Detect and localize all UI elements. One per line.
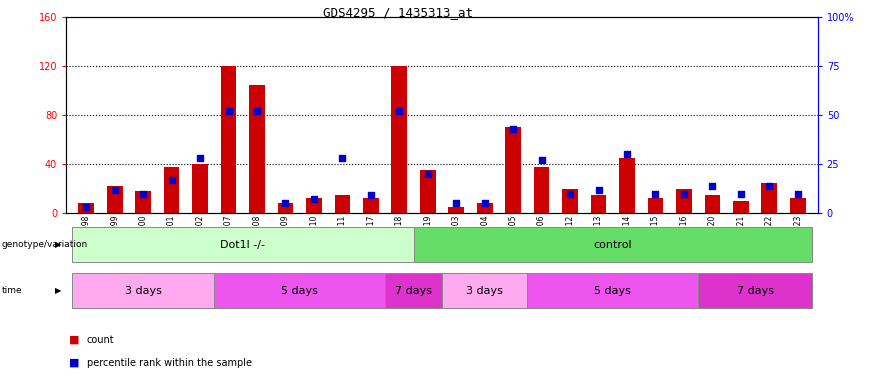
Bar — [648, 199, 663, 213]
Point — [705, 183, 720, 189]
Point — [164, 177, 179, 183]
Text: genotype/variation: genotype/variation — [2, 240, 88, 249]
Bar — [221, 66, 236, 213]
Bar — [214, 273, 385, 308]
Bar — [476, 204, 492, 213]
Bar — [705, 195, 720, 213]
Text: GDS4295 / 1435313_at: GDS4295 / 1435313_at — [323, 6, 473, 19]
Point — [449, 200, 463, 207]
Point — [307, 196, 321, 202]
Bar — [591, 195, 606, 213]
Text: ■: ■ — [69, 358, 80, 368]
Bar — [619, 158, 635, 213]
Point — [250, 108, 264, 114]
Bar — [192, 164, 208, 213]
Bar — [385, 273, 442, 308]
Text: ▶: ▶ — [56, 286, 62, 295]
Bar — [562, 189, 578, 213]
Text: 7 days: 7 days — [395, 286, 432, 296]
Bar — [790, 199, 805, 213]
Text: 3 days: 3 days — [466, 286, 503, 296]
Point — [620, 151, 634, 157]
Bar — [448, 207, 464, 213]
Bar — [420, 170, 436, 213]
Point — [677, 190, 691, 197]
Point — [734, 190, 748, 197]
Bar — [249, 84, 265, 213]
Text: 5 days: 5 days — [281, 286, 318, 296]
Point — [648, 190, 662, 197]
Bar — [761, 182, 777, 213]
Point — [222, 108, 236, 114]
Point — [535, 157, 549, 163]
Text: time: time — [2, 286, 22, 295]
Text: ■: ■ — [69, 335, 80, 345]
Bar — [698, 273, 812, 308]
Text: ▶: ▶ — [56, 240, 62, 249]
Bar — [528, 273, 698, 308]
Point — [136, 190, 150, 197]
Point — [477, 200, 492, 207]
Bar — [363, 199, 378, 213]
Text: 7 days: 7 days — [736, 286, 774, 296]
Bar — [278, 204, 293, 213]
Bar — [506, 127, 521, 213]
Point — [392, 108, 407, 114]
Bar — [72, 227, 414, 262]
Bar — [164, 167, 179, 213]
Point — [108, 187, 122, 193]
Bar — [334, 195, 350, 213]
Point — [193, 155, 207, 161]
Bar — [733, 201, 749, 213]
Point — [591, 187, 606, 193]
Text: control: control — [593, 240, 632, 250]
Bar — [135, 191, 151, 213]
Bar — [72, 273, 214, 308]
Bar — [676, 189, 692, 213]
Point — [278, 200, 293, 207]
Point — [364, 192, 378, 199]
Bar — [392, 66, 408, 213]
Text: 3 days: 3 days — [125, 286, 162, 296]
Point — [762, 183, 776, 189]
Point — [563, 190, 577, 197]
Bar — [534, 167, 550, 213]
Point — [80, 204, 94, 210]
Bar — [107, 186, 123, 213]
Bar — [306, 199, 322, 213]
Point — [421, 171, 435, 177]
Bar — [79, 204, 94, 213]
Text: count: count — [87, 335, 114, 345]
Text: Dot1l -/-: Dot1l -/- — [220, 240, 265, 250]
Point — [506, 126, 520, 132]
Point — [335, 155, 349, 161]
Bar — [414, 227, 812, 262]
Point — [790, 190, 804, 197]
Bar — [442, 273, 528, 308]
Text: percentile rank within the sample: percentile rank within the sample — [87, 358, 252, 368]
Text: 5 days: 5 days — [594, 286, 631, 296]
